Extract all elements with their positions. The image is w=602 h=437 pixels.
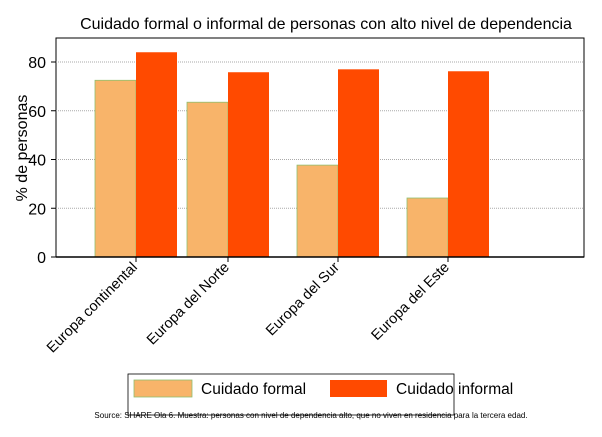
legend-label-informal: Cuidado informal — [396, 381, 513, 398]
bar-informal — [338, 69, 379, 257]
legend-label-formal: Cuidado formal — [201, 381, 306, 398]
bar-formal — [296, 164, 339, 258]
source-note: Source: SHARE Ola 6. Muestra: personas c… — [94, 411, 527, 420]
x-tick-label: Europa del Este — [369, 260, 453, 344]
bar-formal — [94, 79, 137, 258]
y-tick-label: 60 — [28, 104, 46, 121]
bar-informal — [228, 72, 269, 257]
x-tick-label: Europa del Norte — [144, 260, 233, 349]
legend-swatch-formal — [133, 379, 193, 398]
bar-informal — [448, 71, 489, 257]
chart-title: Cuidado formal o informal de personas co… — [80, 16, 572, 33]
bar-formal — [406, 197, 449, 258]
y-tick-label: 20 — [28, 201, 46, 218]
bar-informal — [136, 52, 177, 257]
bar-formal — [186, 101, 229, 258]
y-axis-label: % de personas — [14, 95, 31, 202]
legend-swatch-informal — [330, 380, 387, 397]
x-tick-label: Europa del Sur — [263, 259, 343, 339]
y-tick-label: 40 — [28, 153, 46, 170]
y-tick-label: 80 — [28, 55, 46, 72]
y-tick-label: 0 — [37, 250, 46, 267]
x-tick-label: Europa continental — [44, 260, 141, 357]
legend: Cuidado formal Cuidado informal — [127, 373, 513, 416]
